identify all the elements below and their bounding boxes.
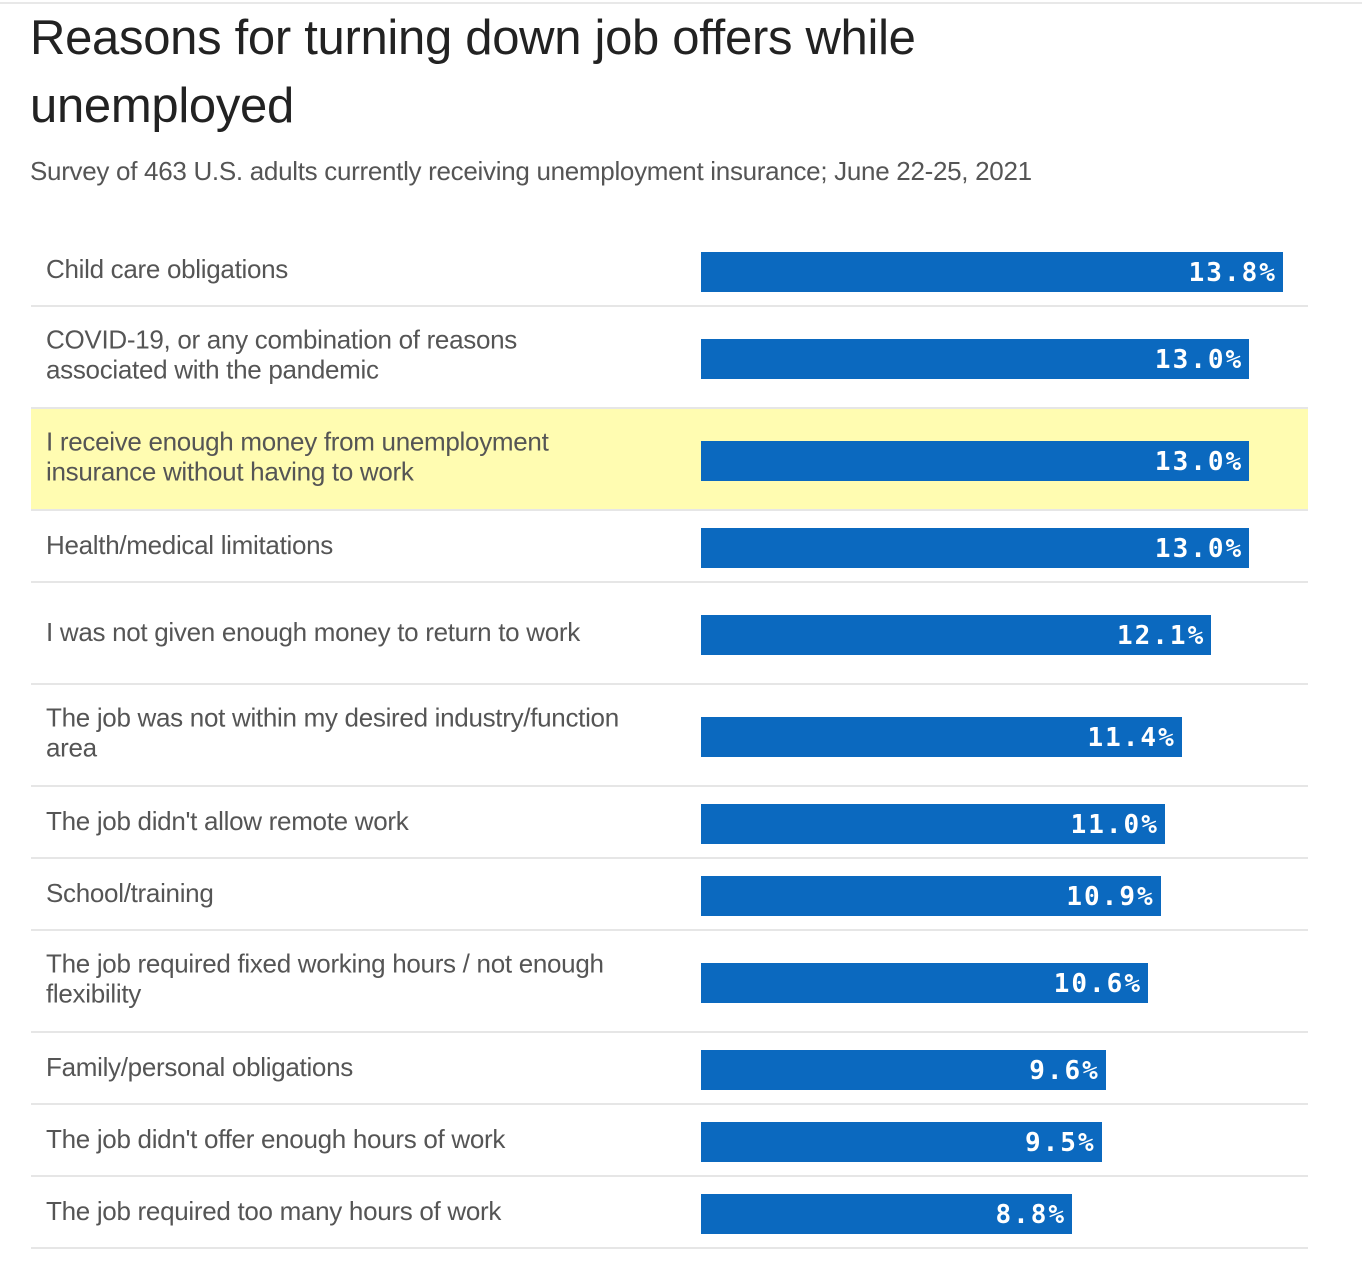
bar: 10.6%: [701, 963, 1148, 1003]
chart-subtitle: Survey of 463 U.S. adults currently rece…: [30, 156, 1032, 186]
category-label: School/training: [46, 877, 214, 908]
category-label: I was not given enough money to return t…: [46, 616, 580, 647]
category-label: The job didn't allow remote work: [46, 805, 409, 836]
bar-row: I was not given enough money to return t…: [31, 583, 1308, 685]
category-label: The job didn't offer enough hours of wor…: [46, 1123, 506, 1154]
bar-row: COVID-19, or any combination of reasons …: [31, 307, 1308, 409]
bar: 9.5%: [701, 1122, 1102, 1162]
value-label: 11.0%: [1070, 810, 1159, 840]
bar: 8.8%: [701, 1194, 1073, 1234]
category-label: Health/medical limitations: [46, 529, 333, 560]
value-label: 9.6%: [1029, 1056, 1100, 1086]
category-label: The job required too many hours of work: [46, 1195, 502, 1226]
bar: 11.4%: [701, 717, 1182, 757]
value-label: 10.9%: [1066, 882, 1155, 912]
value-label: 13.0%: [1154, 345, 1244, 375]
bar-row: School/training 10.9%: [31, 859, 1308, 931]
bar-row: The job required fixed working hours / n…: [31, 931, 1308, 1033]
value-label: 11.4%: [1087, 723, 1176, 753]
category-label: The job required fixed working hours / n…: [46, 948, 604, 1009]
value-label: 13.0%: [1154, 447, 1244, 477]
bar-row: Child care obligations 13.8%: [31, 235, 1308, 307]
value-label: 12.1%: [1116, 621, 1206, 651]
bar: 13.0%: [701, 441, 1250, 481]
bar: 10.9%: [701, 876, 1161, 916]
category-label: I receive enough money from unemployment…: [46, 426, 549, 487]
bar: 13.0%: [701, 528, 1250, 568]
bar-row: The job didn't offer enough hours of wor…: [31, 1105, 1308, 1177]
top-divider: [0, 2, 1362, 4]
value-label: 9.5%: [1024, 1128, 1096, 1158]
value-label: 13.8%: [1188, 258, 1277, 288]
category-label: Family/personal obligations: [46, 1051, 353, 1082]
bar-row: The job didn't allow remote work 11.0%: [31, 787, 1308, 859]
bar: 9.6%: [701, 1050, 1106, 1090]
bar-row: The job was not within my desired indust…: [31, 685, 1308, 787]
bar-row: Health/medical limitations 13.0%: [31, 511, 1308, 583]
bar: 13.8%: [701, 252, 1283, 292]
value-label: 13.0%: [1154, 534, 1244, 564]
category-label: The job was not within my desired indust…: [46, 702, 619, 763]
bar-rows: Child care obligations 13.8% COVID-19, or …: [31, 235, 1308, 1249]
bar: 11.0%: [701, 804, 1165, 844]
bar: 13.0%: [701, 339, 1250, 379]
bar-row: The job required too many hours of work 8…: [31, 1177, 1308, 1249]
bar-row: I receive enough money from unemployment…: [31, 409, 1308, 511]
bar: 12.1%: [701, 615, 1212, 655]
value-label: 8.8%: [995, 1200, 1067, 1230]
bar-row: Family/personal obligations 9.6%: [31, 1033, 1308, 1105]
value-label: 10.6%: [1053, 969, 1142, 999]
category-label: COVID-19, or any combination of reasons …: [46, 324, 517, 385]
chart-title: Reasons for turning down job offers whil…: [30, 11, 916, 133]
category-label: Child care obligations: [46, 253, 288, 284]
